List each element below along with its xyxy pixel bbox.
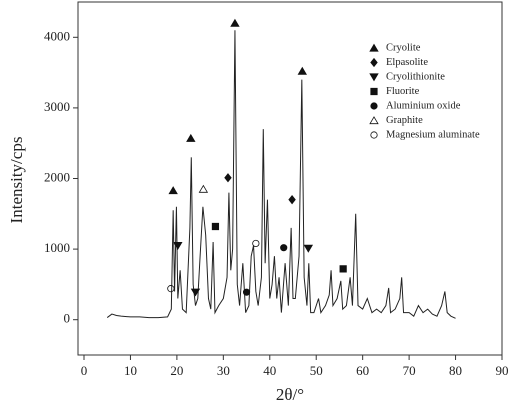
x-tick-label: 40 — [263, 363, 276, 378]
x-tick-label: 70 — [403, 363, 416, 378]
phase-marker — [198, 184, 209, 193]
phase-marker — [242, 288, 251, 296]
phase-marker — [224, 173, 232, 183]
phase-marker — [190, 288, 201, 297]
legend-symbol — [370, 57, 378, 68]
phase-marker — [211, 222, 220, 231]
phase-marker — [167, 285, 175, 293]
y-tick-label: 4000 — [44, 28, 70, 43]
legend-symbol — [370, 87, 378, 96]
x-tick-label: 90 — [496, 363, 509, 378]
legend-label: Cryolite — [386, 42, 421, 53]
legend-symbol — [369, 73, 379, 82]
y-tick-label: 3000 — [44, 99, 70, 114]
phase-marker — [280, 244, 288, 252]
x-tick-label: 0 — [81, 363, 88, 378]
legend-label: Aluminium oxide — [386, 100, 461, 111]
phase-marker — [186, 133, 196, 142]
phase-marker — [303, 244, 314, 253]
x-tick-label: 50 — [310, 363, 323, 378]
x-tick-label: 20 — [170, 363, 183, 378]
legend-symbol — [370, 131, 378, 139]
legend-label: Graphite — [386, 115, 423, 126]
x-tick-label: 80 — [449, 363, 462, 378]
y-axis-label: Intensity/cps — [7, 137, 26, 224]
x-axis-label: 2θ/° — [276, 385, 304, 404]
x-tick-label: 30 — [217, 363, 230, 378]
phase-marker — [168, 186, 178, 195]
phase-marker — [339, 265, 347, 273]
x-tick-label: 10 — [124, 363, 137, 378]
y-tick-label: 1000 — [44, 240, 70, 255]
legend-label: Cryolithionite — [386, 71, 445, 82]
phase-marker — [297, 66, 307, 75]
phase-marker — [173, 241, 183, 250]
phase-marker — [252, 239, 260, 248]
phase-marker — [288, 195, 296, 205]
legend-symbol — [369, 116, 379, 125]
legend-label: Elpasolite — [386, 57, 428, 68]
plot-frame — [77, 1, 503, 356]
xrd-line — [106, 30, 456, 319]
legend-symbol — [369, 43, 379, 52]
x-tick-label: 60 — [356, 363, 369, 378]
y-tick-label: 0 — [64, 311, 71, 326]
y-tick-label: 2000 — [44, 169, 70, 184]
legend-label: Fluorite — [386, 86, 420, 97]
phase-marker — [230, 18, 240, 27]
legend-label: Magnesium aluminate — [386, 129, 480, 140]
legend-symbol — [370, 102, 378, 110]
